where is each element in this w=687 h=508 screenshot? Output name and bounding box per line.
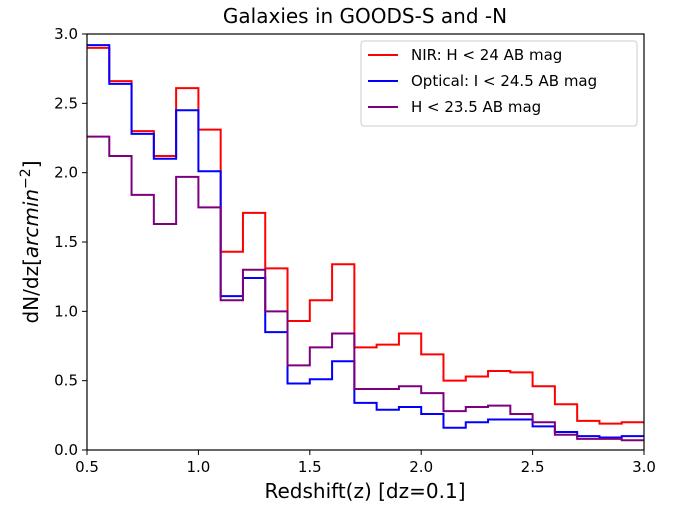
y-tick-label: 2.0 [54, 164, 78, 182]
y-tick-label: 1.5 [54, 233, 78, 251]
legend-label-1: NIR: H < 24 AB mag [411, 46, 562, 64]
legend-label-2: Optical: I < 24.5 AB mag [411, 72, 597, 90]
y-axis-title-exponent: −2 [18, 168, 34, 189]
y-axis-title: dN/dz[arcmin−2] [18, 160, 43, 323]
x-tick-label: 1.0 [186, 458, 210, 476]
series-line-1 [87, 46, 644, 425]
legend: NIR: H < 24 AB mag Optical: I < 24.5 AB m… [360, 40, 638, 127]
legend-label-3: H < 23.5 AB mag [411, 98, 541, 116]
ticks-layer: 0.5 1.0 1.5 2.0 2.5 3.00.00.51.01.52.02.53.0 [54, 25, 656, 476]
y-tick-label: 1.0 [54, 302, 78, 320]
y-tick-label: 3.0 [54, 25, 78, 43]
y-axis-title-unit: arcmin [19, 189, 43, 258]
y-axis-title-suffix: ] [19, 160, 43, 168]
x-tick-label: 2.0 [409, 458, 433, 476]
series-line-3 [87, 135, 644, 442]
series-layer [87, 44, 644, 442]
x-tick-label: 1.5 [298, 458, 322, 476]
y-axis-title-prefix: dN/dz[ [19, 258, 43, 323]
x-tick-label: 3.0 [632, 458, 656, 476]
y-tick-label: 2.5 [54, 94, 78, 112]
y-tick-label: 0.0 [54, 441, 78, 459]
legend-box [360, 40, 638, 127]
x-tick-label: 0.5 [75, 458, 99, 476]
x-axis-title: Redshift(z) [dz=0.1] [264, 479, 465, 503]
y-tick-label: 0.5 [54, 372, 78, 390]
x-tick-label: 2.5 [521, 458, 545, 476]
chart-title: Galaxies in GOODS-S and -N [223, 4, 507, 28]
